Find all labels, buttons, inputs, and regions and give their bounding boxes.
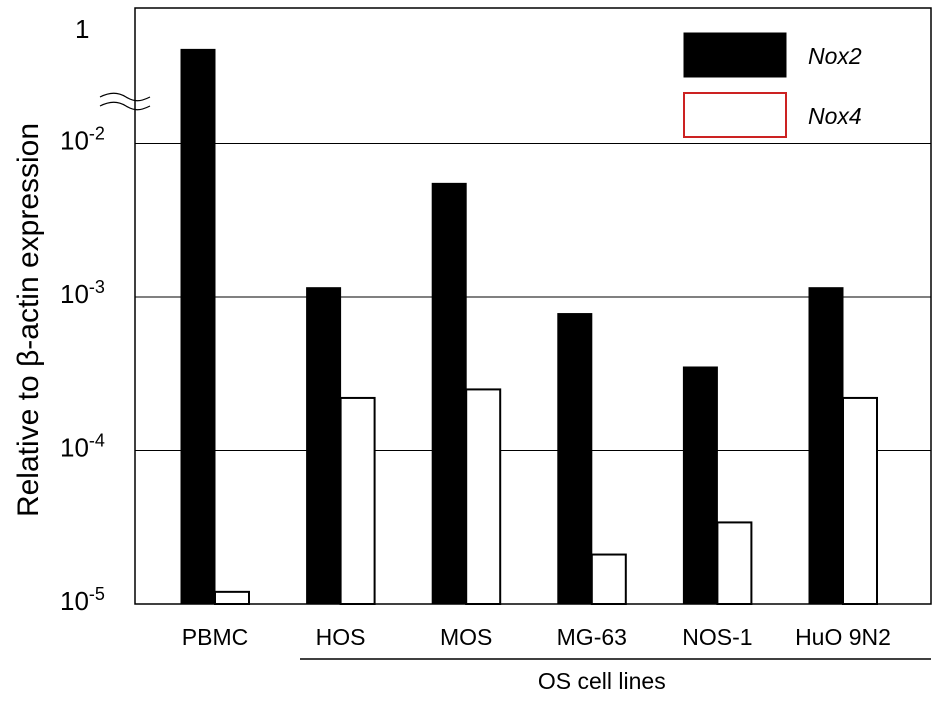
y-tick-exponent: -2 xyxy=(89,124,105,144)
y-tick-label: 1 xyxy=(75,14,89,44)
y-tick-base: 1 xyxy=(75,14,89,44)
bar-nox4-hos xyxy=(339,396,376,605)
legend-swatch-nox4 xyxy=(683,92,787,138)
plot-frame xyxy=(134,7,932,605)
bar-nox2-hos xyxy=(306,287,342,605)
bar-nox2-huo-9n2 xyxy=(808,287,844,605)
x-tick-label: MOS xyxy=(440,624,492,650)
gridlines xyxy=(135,143,931,451)
y-tick-exponent: -4 xyxy=(89,431,105,451)
bars xyxy=(180,48,878,606)
legend-swatch-nox2 xyxy=(683,32,787,78)
y-tick-labels: 10-510-410-310-21 xyxy=(60,14,105,616)
x-tick-label: HOS xyxy=(316,624,366,650)
bar-nox4-nos-1 xyxy=(716,521,753,605)
y-axis-label: Relative to β-actin expression xyxy=(12,123,45,517)
bar-nox4-mg-63 xyxy=(590,553,627,606)
y-tick-label: 10-4 xyxy=(60,431,105,463)
y-tick-label: 10-3 xyxy=(60,277,105,309)
x-tick-label: PBMC xyxy=(182,624,248,650)
axis-break-icon xyxy=(99,92,151,111)
bar-nox4-huo-9n2 xyxy=(842,396,878,605)
y-tick-label: 10-2 xyxy=(60,124,105,156)
y-tick-exponent: -5 xyxy=(89,584,105,604)
y-tick-exponent: -3 xyxy=(89,277,105,297)
bar-nox2-mos xyxy=(431,182,467,605)
x-tick-label: MG-63 xyxy=(557,624,627,650)
y-tick-label: 10-5 xyxy=(60,584,105,616)
group-label: OS cell lines xyxy=(538,668,666,694)
x-tick-label: NOS-1 xyxy=(682,624,752,650)
bar-nox2-mg-63 xyxy=(557,313,593,605)
legend-label-nox2: Nox2 xyxy=(808,43,862,69)
bar-nox2-nos-1 xyxy=(682,366,718,605)
legend: Nox2 Nox4 xyxy=(683,32,862,138)
x-tick-label: HuO 9N2 xyxy=(795,624,891,650)
legend-label-nox4: Nox4 xyxy=(808,103,862,129)
bar-nox4-mos xyxy=(465,388,502,605)
y-tick-base: 10 xyxy=(60,433,89,463)
y-tick-base: 10 xyxy=(60,279,89,309)
y-tick-base: 10 xyxy=(60,126,89,156)
x-tick-labels: PBMC HOS MOS MG-63 NOS-1 HuO 9N2 xyxy=(182,624,891,650)
bar-nox2-pbmc xyxy=(180,48,216,605)
y-tick-base: 10 xyxy=(60,586,89,616)
bar-nox4-pbmc xyxy=(214,590,250,606)
